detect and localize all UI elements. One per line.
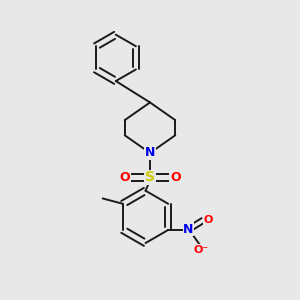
Text: N: N [145, 146, 155, 160]
Text: O⁻: O⁻ [193, 244, 208, 255]
Text: O: O [170, 171, 181, 184]
Text: O: O [204, 215, 213, 225]
Text: N: N [183, 223, 194, 236]
Text: O: O [119, 171, 130, 184]
Text: S: S [145, 170, 155, 184]
